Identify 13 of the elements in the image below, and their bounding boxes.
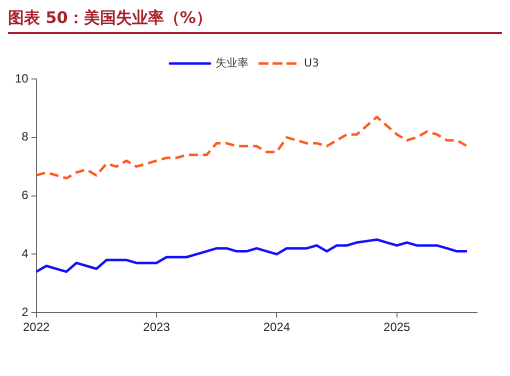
x-tick-label: 2025	[384, 320, 411, 334]
line-series	[36, 116, 468, 180]
x-tick-label: 2023	[143, 320, 170, 334]
y-tick-label: 6	[22, 188, 29, 202]
y-tick-label: 10	[14, 71, 29, 86]
y-tick-label: 8	[22, 130, 29, 144]
legend-label: 失业率	[215, 56, 248, 70]
y-tick-label: 2	[22, 304, 29, 319]
legend-label: U3	[304, 56, 320, 70]
x-tick-label: 2024	[263, 320, 290, 334]
x-tick-label: 2022	[22, 320, 50, 334]
y-tick-label: 4	[22, 246, 29, 261]
chart-title: 图表 50：美国失业率（%）	[8, 8, 502, 34]
